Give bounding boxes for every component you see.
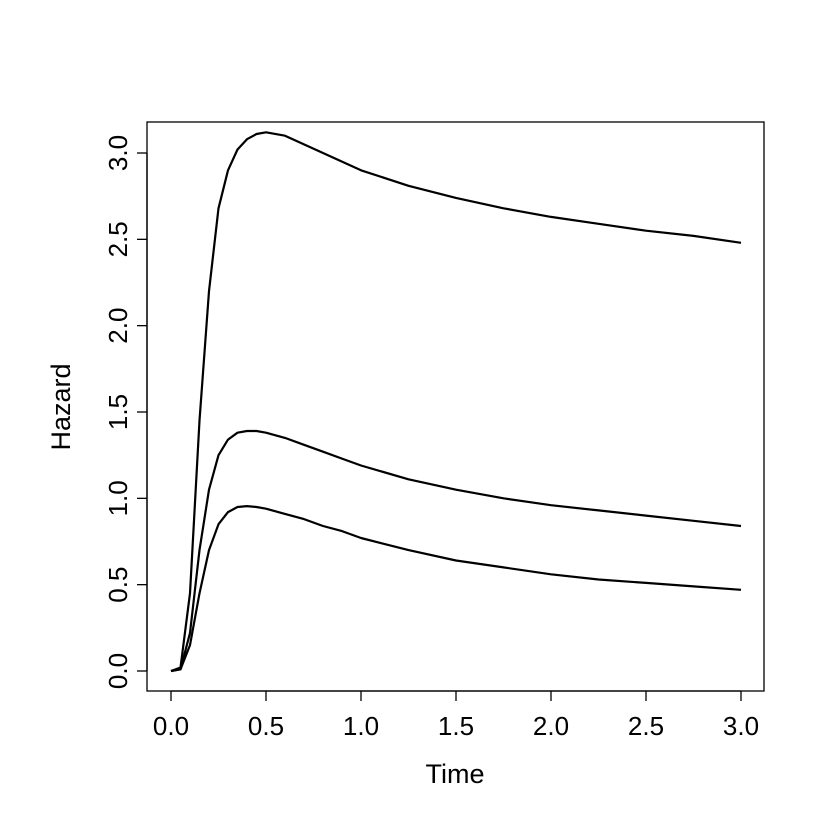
y-tick-label: 2.5 — [103, 221, 133, 257]
x-tick-label: 0.5 — [248, 711, 284, 741]
x-axis-title: Time — [426, 759, 485, 789]
y-tick-label: 0.5 — [103, 567, 133, 603]
series-lines — [170, 131, 742, 673]
y-axis-title: Hazard — [46, 363, 76, 450]
x-tick-label: 2.0 — [533, 711, 569, 741]
series-line-2 — [170, 429, 742, 673]
plot-frame — [146, 121, 765, 692]
series-line-1 — [170, 131, 742, 673]
y-tick-label: 1.0 — [103, 480, 133, 516]
x-axis: 0.0 0.5 1.0 1.5 2.0 2.5 3.0 — [153, 690, 759, 741]
y-tick-label: 0.0 — [103, 653, 133, 689]
series-line-3 — [170, 505, 742, 673]
y-tick-label: 1.5 — [103, 394, 133, 430]
x-tick-label: 1.0 — [343, 711, 379, 741]
y-tick-label: 2.0 — [103, 308, 133, 344]
x-tick-label: 2.5 — [628, 711, 664, 741]
x-tick-label: 1.5 — [438, 711, 474, 741]
y-axis: 0.0 0.5 1.0 1.5 2.0 2.5 3.0 — [103, 135, 148, 689]
x-tick-label: 3.0 — [723, 711, 759, 741]
x-tick-label: 0.0 — [153, 711, 189, 741]
y-tick-label: 3.0 — [103, 135, 133, 171]
